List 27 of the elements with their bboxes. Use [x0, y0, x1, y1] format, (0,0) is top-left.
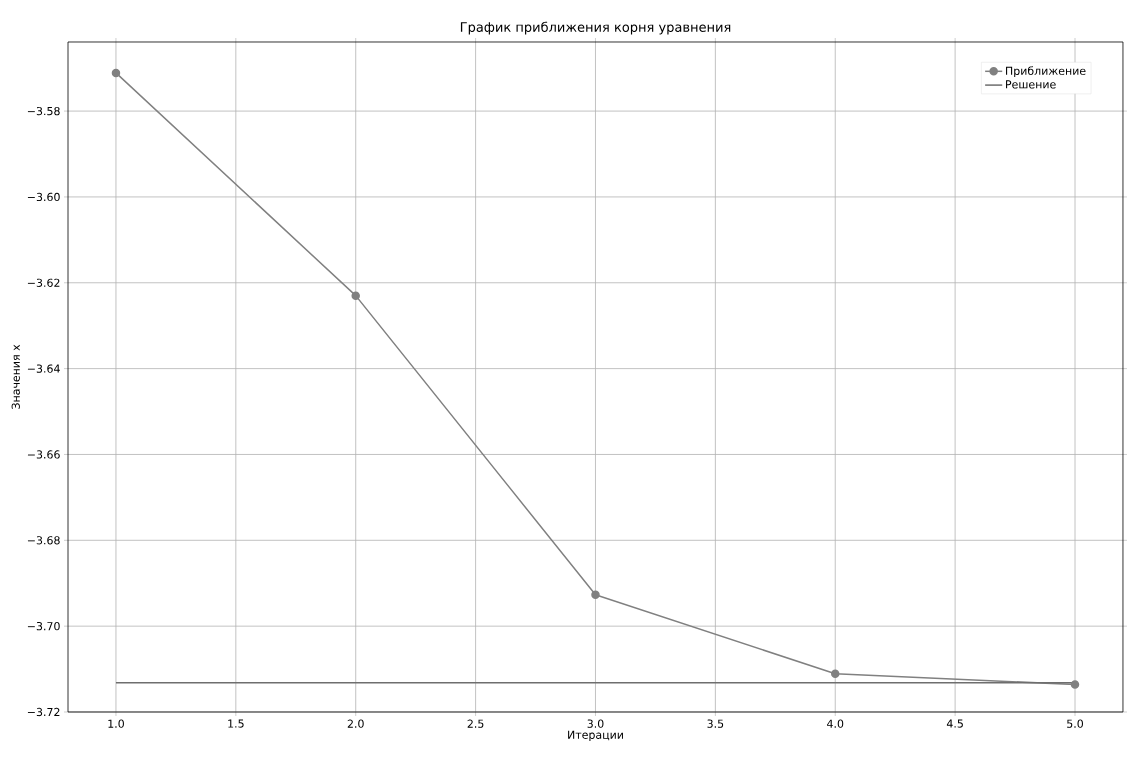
x-tick-label: 5.0: [1067, 719, 1084, 728]
y-axis-title: Значения x: [11, 344, 20, 409]
x-tick-label: 4.5: [946, 719, 963, 728]
legend-label: Приближение: [1006, 66, 1086, 78]
x-tick-label: 1.5: [228, 719, 244, 728]
x-tick-label: 1.0: [108, 719, 124, 728]
point: [591, 590, 600, 600]
x-tick-label: 4.0: [827, 719, 844, 728]
y-tick-label: −3.72: [27, 707, 60, 717]
x-tick-label: 2.5: [467, 719, 484, 728]
x-tick-label: 2.0: [347, 719, 364, 728]
y-tick-label: −3.64: [27, 364, 60, 373]
point: [351, 291, 360, 300]
x-axis-title: Итерации: [568, 730, 623, 742]
point: [830, 669, 840, 679]
point: [111, 68, 121, 78]
y-tick-label: −3.68: [27, 536, 60, 545]
y-tick-label: −3.66: [27, 450, 60, 459]
y-tick-label: −3.70: [27, 621, 60, 631]
point: [1070, 680, 1080, 689]
legend-label: Решение: [1006, 80, 1056, 89]
chart-title: График приближения корня уравнения: [460, 21, 731, 35]
y-tick-label: −3.60: [27, 192, 60, 202]
y-tick-label: −3.62: [27, 278, 60, 287]
x-tick-label: 3.5: [707, 719, 724, 728]
y-tick-label: −3.58: [27, 106, 60, 116]
x-tick-label: 3.0: [587, 719, 604, 728]
